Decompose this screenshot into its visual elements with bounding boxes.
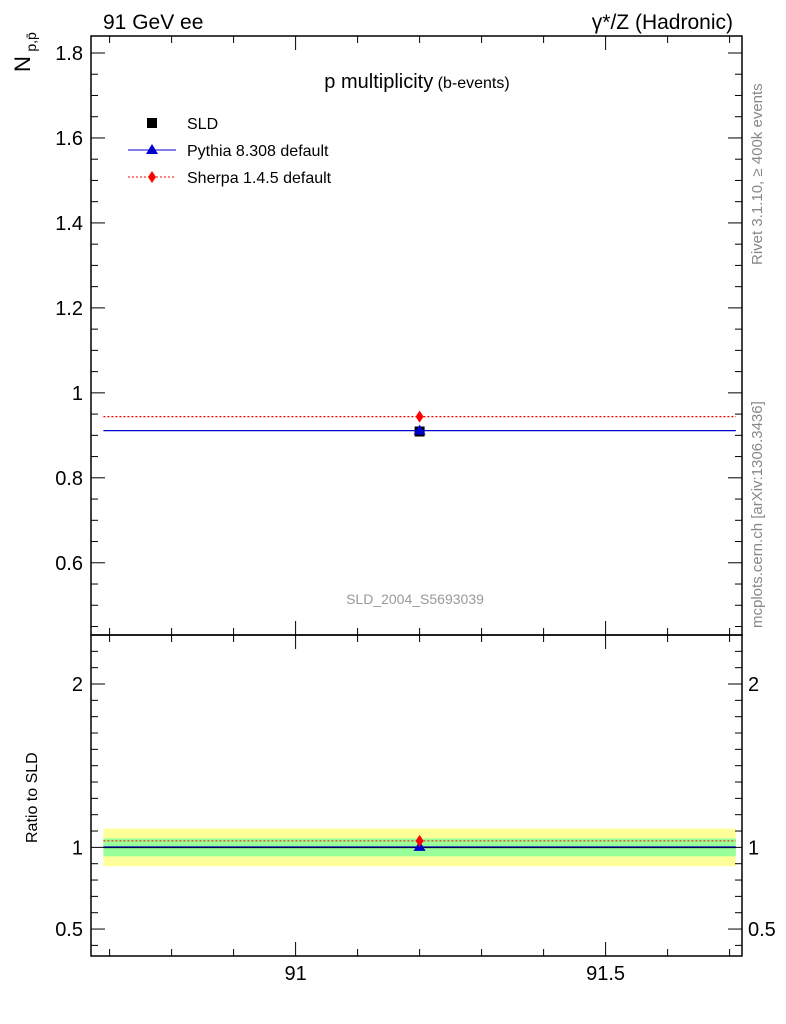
y-tick-label: 0.8 [55,468,83,490]
y-tick-label: 0.5 [55,919,83,941]
y-tick-label-right: 0.5 [748,919,776,941]
legend-marker-square [147,118,157,128]
y-tick-label: 1 [72,383,83,405]
plot-title-sub: (b-events) [438,75,510,92]
data-point-triangle [413,424,426,435]
x-tick-label: 91 [284,963,306,985]
data-point-diamond [415,410,424,423]
y-tick-label-right: 1 [748,837,759,859]
legend-marker-diamond [148,171,156,183]
header-right: γ*/Z (Hadronic) [592,11,733,34]
y-tick-label: 1.4 [55,213,83,235]
y-tick-label: 0.6 [55,553,83,575]
main-y-axis-label: N p,p̄ [10,32,39,72]
legend-label-pythia: Pythia 8.308 default [187,143,329,160]
plot-title-main: p multiplicity [324,71,433,93]
header-left: 91 GeV ee [103,11,203,34]
y-tick-label: 1.6 [55,128,83,150]
rivet-label: Rivet 3.1.10, ≥ 400k events [749,83,766,265]
legend-item-sherpa: Sherpa 1.4.5 default [128,170,332,187]
ratio-axis-ticks: 0.5 0.5 1 1 2 2 91 91.5 [55,635,776,985]
y-tick-label: 1.8 [55,43,83,65]
main-series-layer [103,410,736,437]
main-plot-panel: 0.6 0.8 1 1.2 1.4 1.6 1.8 p multiplicity (b-ev… [10,32,743,636]
main-axis-ticks: 0.6 0.8 1 1.2 1.4 1.6 1.8 [55,36,742,635]
legend-label-sherpa: Sherpa 1.4.5 default [187,170,332,187]
y-tick-label: 1 [72,837,83,859]
ratio-plot-frame [90,634,743,957]
mcplots-label: mcplots.cern.ch [arXiv:1306.3436] [749,401,766,628]
y-tick-label: 2 [72,674,83,696]
legend-label-sld: SLD [187,116,218,133]
ratio-series-layer [103,834,736,851]
watermark: SLD_2004_S5693039 [346,591,484,607]
legend-item-sld: SLD [147,116,218,133]
ratio-point-diamond [415,834,424,847]
y-tick-label-right: 2 [748,674,759,696]
legend-item-pythia: Pythia 8.308 default [128,143,329,160]
x-tick-label: 91.5 [586,963,625,985]
legend: SLD Pythia 8.308 default Sherpa 1.4.5 de… [128,116,332,187]
ratio-y-axis-label: Ratio to SLD [24,752,41,843]
plot-title: p multiplicity (b-events) [324,71,509,93]
ratio-plot-panel: 0.5 0.5 1 1 2 2 91 91.5 Ratio to SLD [24,634,776,985]
y-tick-label: 1.2 [55,298,83,320]
legend-marker-triangle [146,144,158,154]
